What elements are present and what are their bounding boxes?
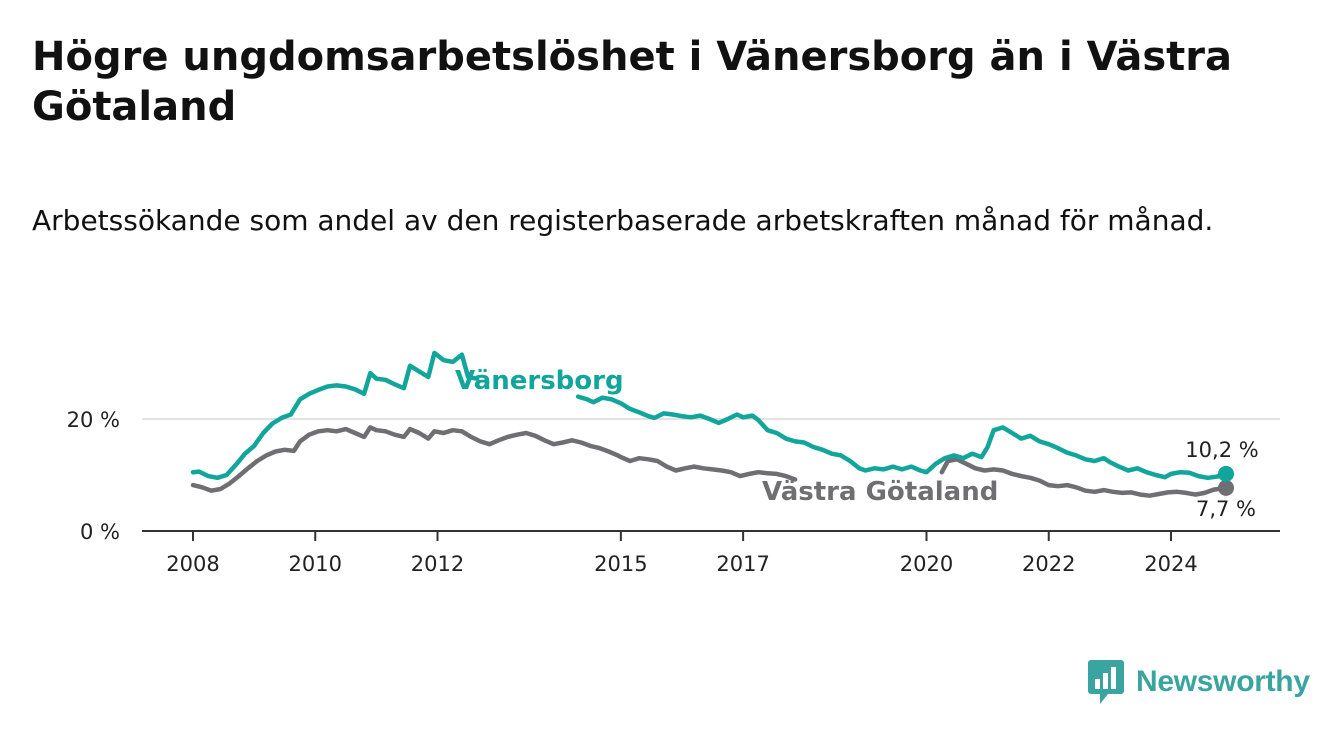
series-line: [190, 425, 798, 493]
end-point: [1218, 479, 1234, 496]
brand-name: Newsworthy: [1136, 665, 1310, 698]
chart-subtitle: Arbetssökande som andel av den registerb…: [32, 204, 1214, 237]
end-value-label: 10,2 %: [1185, 438, 1258, 462]
series-label-vanersborg: Vänersborg: [455, 366, 624, 396]
x-tick-label: 2012: [411, 552, 464, 576]
newsworthy-logo: Newsworthy: [1088, 660, 1310, 704]
y-tick-label: 20 %: [67, 408, 120, 432]
series-line: [575, 394, 1229, 481]
x-tick-label: 2024: [1144, 552, 1197, 576]
x-tick-label: 2017: [716, 552, 769, 576]
chart-title: Högre ungdomsarbetslöshet i Vänersborg ä…: [32, 34, 1232, 130]
labels: 0 % 20 % 2008 2010 2012 2015 2017 2020 2022 2024 V…: [67, 366, 1259, 576]
end-point: [1218, 465, 1234, 482]
x-tick-label: 2015: [594, 552, 647, 576]
x-tick-label: 2010: [289, 552, 342, 576]
series-lines: [190, 350, 1234, 498]
series-line: [939, 457, 1229, 498]
series-label-vastra-gotaland: Västra Götaland: [762, 477, 998, 507]
axes: [142, 530, 1280, 541]
x-tick-label: 2020: [900, 552, 953, 576]
x-tick-label: 2008: [166, 552, 219, 576]
bar-chart-speech-bubble-icon: [1088, 660, 1124, 704]
end-value-label: 7,7 %: [1196, 497, 1256, 521]
y-tick-label: 0 %: [80, 520, 120, 544]
x-tick-label: 2022: [1022, 552, 1075, 576]
series-line: [190, 350, 480, 481]
